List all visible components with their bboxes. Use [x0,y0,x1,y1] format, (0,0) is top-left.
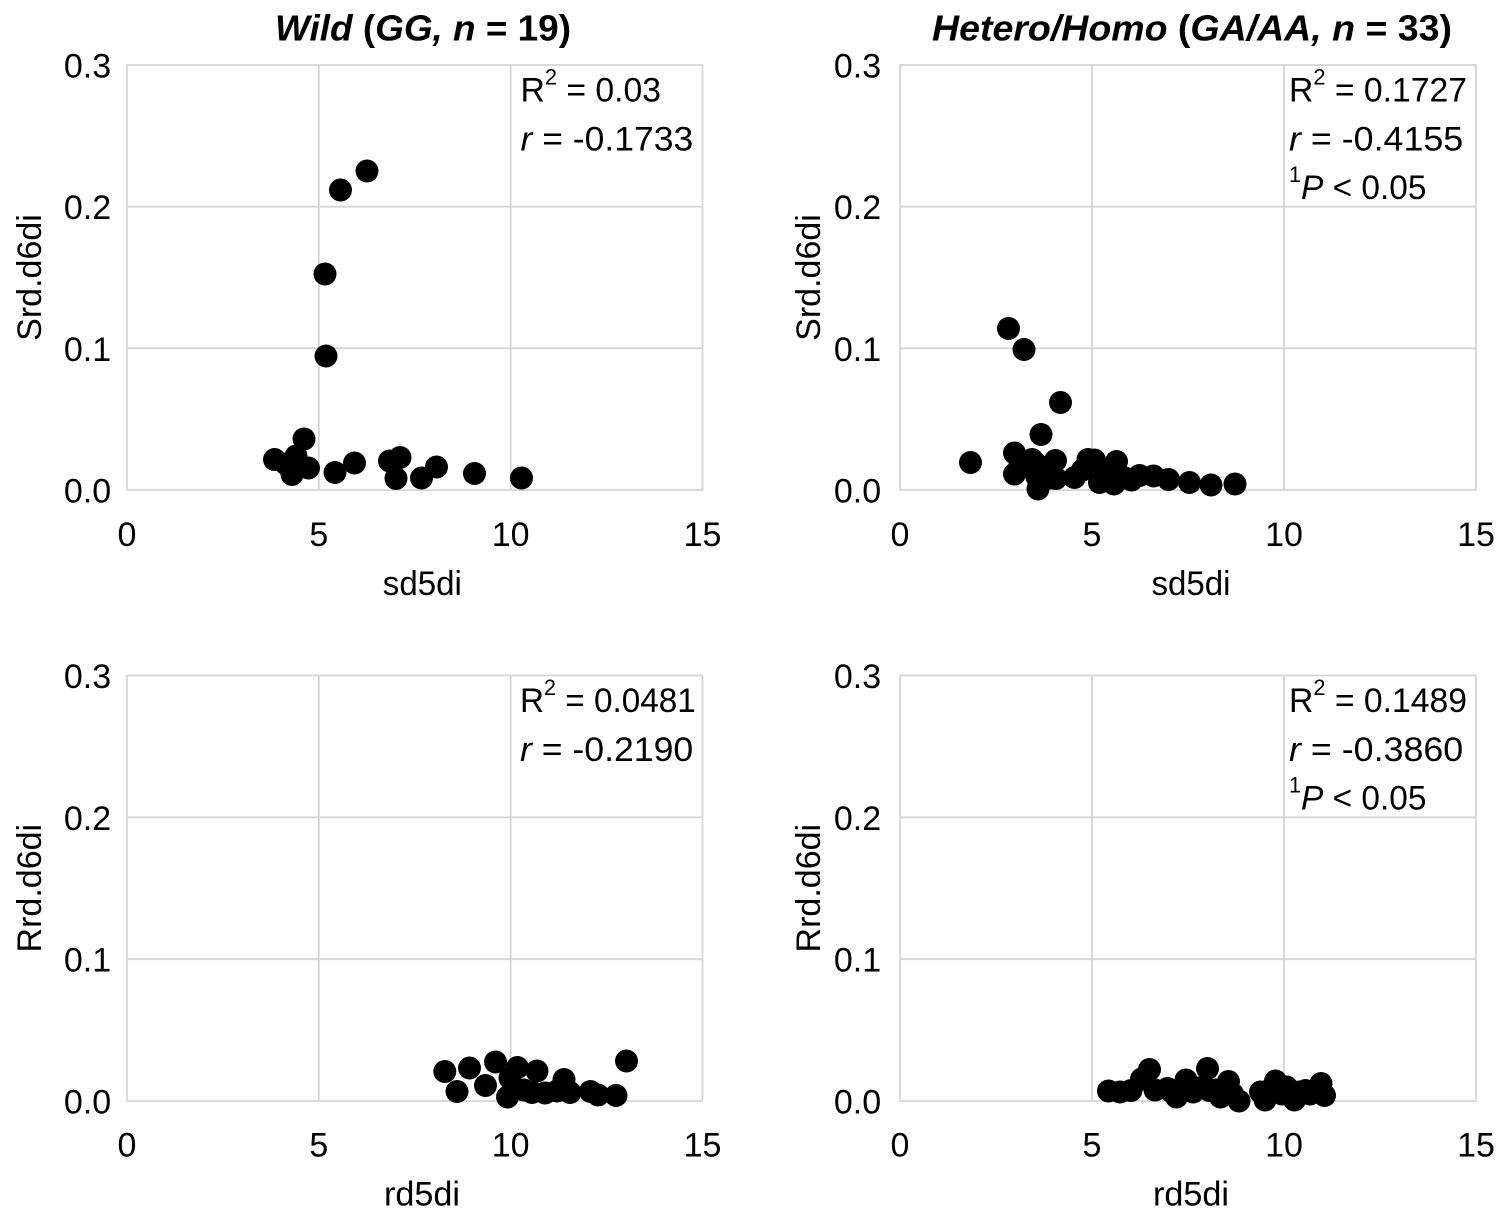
svg-text:0.1: 0.1 [834,331,881,369]
svg-text:0.3: 0.3 [834,658,881,696]
svg-text:sd5di: sd5di [1152,565,1231,603]
svg-text:sd5di: sd5di [383,565,462,603]
svg-text:0.2: 0.2 [64,189,111,227]
svg-text:5: 5 [309,516,328,554]
svg-text:0: 0 [891,516,910,554]
svg-text:1P < 0.05: 1P < 0.05 [1289,162,1426,207]
svg-text:0.2: 0.2 [834,800,881,838]
svg-text:5: 5 [309,1127,328,1165]
svg-text:0.0: 0.0 [834,1084,881,1122]
svg-text:Srd.d6di: Srd.d6di [790,214,828,341]
svg-text:Srd.d6di: Srd.d6di [11,214,49,341]
svg-text:0: 0 [118,516,137,554]
svg-text:r = -0.1733: r = -0.1733 [521,121,694,159]
svg-text:15: 15 [1457,1127,1495,1165]
svg-text:0.2: 0.2 [834,189,881,227]
svg-text:10: 10 [1265,516,1303,554]
svg-text:R2 = 0.03: R2 = 0.03 [521,65,662,110]
svg-text:r = -0.3860: r = -0.3860 [1289,731,1463,769]
svg-text:10: 10 [1265,1127,1303,1165]
svg-text:0.0: 0.0 [834,473,881,511]
svg-text:0.3: 0.3 [64,48,111,86]
svg-text:Rrd.d6di: Rrd.d6di [790,824,828,953]
svg-text:10: 10 [492,1127,530,1165]
svg-text:rd5di: rd5di [384,1176,460,1214]
svg-text:15: 15 [1457,516,1495,554]
svg-text:0.2: 0.2 [64,800,111,838]
svg-text:10: 10 [492,516,530,554]
svg-text:15: 15 [684,516,722,554]
svg-text:0: 0 [118,1127,137,1165]
svg-text:0.3: 0.3 [64,658,111,696]
svg-text:1P < 0.05: 1P < 0.05 [1289,773,1426,818]
svg-text:0.3: 0.3 [834,48,881,86]
svg-text:R2 = 0.0481: R2 = 0.0481 [520,675,696,720]
svg-text:0.0: 0.0 [64,473,111,511]
svg-text:Wild (GG, n = 19): Wild (GG, n = 19) [275,8,571,49]
svg-text:0: 0 [891,1127,910,1165]
svg-text:0.0: 0.0 [64,1084,111,1122]
svg-text:rd5di: rd5di [1153,1176,1229,1214]
svg-text:0.1: 0.1 [64,942,111,980]
svg-text:5: 5 [1083,1127,1102,1165]
svg-text:0.1: 0.1 [64,331,111,369]
svg-text:5: 5 [1083,516,1102,554]
svg-text:15: 15 [684,1127,722,1165]
svg-text:Hetero/Homo (GA/AA, n = 33): Hetero/Homo (GA/AA, n = 33) [932,8,1452,49]
svg-text:0.1: 0.1 [834,942,881,980]
svg-text:r = -0.4155: r = -0.4155 [1289,121,1463,159]
svg-text:r = -0.2190: r = -0.2190 [520,731,693,769]
svg-text:Rrd.d6di: Rrd.d6di [11,824,49,953]
